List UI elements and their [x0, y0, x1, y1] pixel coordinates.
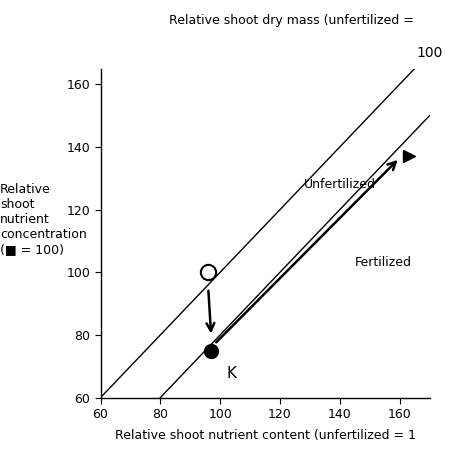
Text: Relative shoot dry mass (unfertilized =: Relative shoot dry mass (unfertilized = — [169, 14, 414, 27]
Text: Fertilized: Fertilized — [355, 256, 412, 269]
X-axis label: Relative shoot nutrient content (unfertilized = 1: Relative shoot nutrient content (unferti… — [115, 429, 415, 442]
Text: 100: 100 — [417, 46, 443, 60]
Text: K: K — [226, 366, 236, 381]
Text: Unfertilized: Unfertilized — [304, 178, 376, 191]
Text: Relative
shoot
nutrient
concentration
(■ = 100): Relative shoot nutrient concentration (■… — [0, 183, 87, 256]
